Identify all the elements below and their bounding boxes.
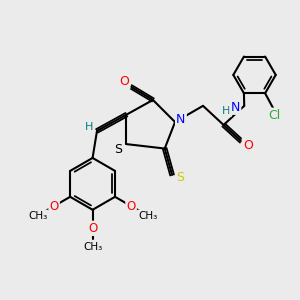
Text: Cl: Cl <box>269 109 281 122</box>
Text: N: N <box>176 112 186 126</box>
Text: S: S <box>176 172 184 184</box>
Text: O: O <box>243 139 253 152</box>
Text: N: N <box>231 101 240 114</box>
Text: O: O <box>50 200 59 213</box>
Text: H: H <box>85 122 93 132</box>
Text: O: O <box>88 222 97 235</box>
Text: S: S <box>114 143 122 156</box>
Text: O: O <box>119 75 129 88</box>
Text: H: H <box>222 106 231 116</box>
Text: CH₃: CH₃ <box>83 242 102 253</box>
Text: CH₃: CH₃ <box>138 211 157 221</box>
Text: CH₃: CH₃ <box>28 211 47 221</box>
Text: O: O <box>127 200 136 213</box>
